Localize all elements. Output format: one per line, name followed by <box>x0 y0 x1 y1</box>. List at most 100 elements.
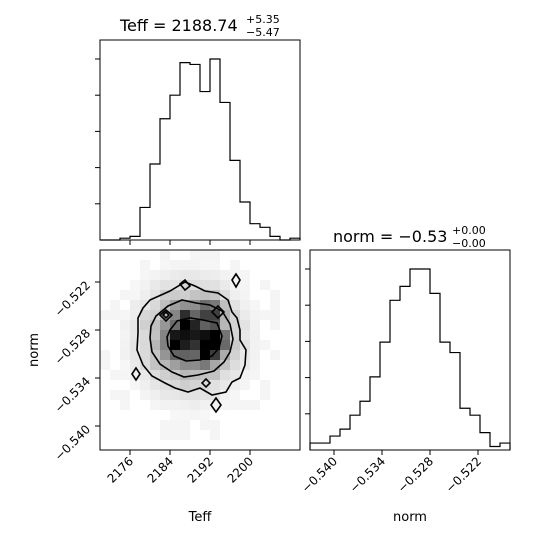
density-cell <box>230 370 240 380</box>
density-cell <box>170 270 180 280</box>
density-cell <box>110 310 120 320</box>
density-cell <box>150 380 160 390</box>
density-cell <box>230 340 240 350</box>
contour-island-left-inner <box>161 310 171 320</box>
density-cell <box>250 350 260 360</box>
teff-histogram-steps <box>100 58 301 241</box>
density-cell <box>170 320 180 330</box>
density-cell <box>210 320 220 330</box>
density-cell <box>180 350 190 360</box>
density-cell <box>120 360 130 370</box>
density-cell <box>210 350 220 360</box>
density-cell <box>240 380 250 390</box>
density-cell <box>180 390 190 400</box>
density-cell <box>130 300 140 310</box>
density-cell <box>120 370 130 380</box>
density-cell <box>140 280 150 290</box>
density-cell <box>230 380 240 390</box>
density-cell <box>150 390 160 400</box>
density-cell <box>160 260 170 270</box>
x-axis-label-teff: Teff <box>188 510 213 525</box>
teff-title: Teff = 2188.74 <box>119 16 238 35</box>
density-cell <box>140 360 150 370</box>
density-cell <box>120 290 130 300</box>
density-cell <box>160 310 170 320</box>
teff-histogram-panel <box>95 39 301 245</box>
density-cell <box>140 330 150 340</box>
density-cell <box>150 400 160 410</box>
density-cell <box>180 310 190 320</box>
density-cell <box>160 270 170 280</box>
density-cell <box>150 350 160 360</box>
density-cell <box>100 350 110 360</box>
density-cell <box>180 400 190 410</box>
teff-x-tick-label: 2200 <box>225 454 256 485</box>
density-cell <box>190 360 200 370</box>
density-cell <box>130 310 140 320</box>
density-cell <box>180 280 190 290</box>
density-cell <box>150 370 160 380</box>
density-cell <box>230 350 240 360</box>
density-cell <box>140 340 150 350</box>
density-cell <box>160 250 170 260</box>
density-cell <box>140 290 150 300</box>
density-cell <box>150 280 160 290</box>
density-cell <box>250 340 260 350</box>
density-cell <box>180 360 190 370</box>
density-cell <box>190 320 200 330</box>
density-cell <box>190 280 200 290</box>
density-cell <box>250 310 260 320</box>
density-cell <box>170 390 180 400</box>
density-cell <box>270 300 280 310</box>
density-cell <box>220 370 230 380</box>
density-cell <box>170 400 180 410</box>
density-cell <box>230 290 240 300</box>
density-cell <box>120 390 130 400</box>
density-cell <box>200 260 210 270</box>
density-cell <box>170 340 180 350</box>
density-cell <box>180 370 190 380</box>
density-cell <box>200 420 210 430</box>
density-cell <box>190 260 200 270</box>
density-cell <box>120 340 130 350</box>
density-cell <box>160 430 170 440</box>
density-cell <box>170 380 180 390</box>
density-cell <box>250 360 260 370</box>
density-cell <box>200 370 210 380</box>
density-cell <box>200 350 210 360</box>
density-cell <box>220 320 230 330</box>
density-cell <box>170 280 180 290</box>
density-cell <box>240 340 250 350</box>
density-cell <box>150 320 160 330</box>
teff-histogram-frame <box>99 39 301 241</box>
density-cell <box>210 370 220 380</box>
density-cell <box>220 330 230 340</box>
density-cell <box>110 390 120 400</box>
density-cell <box>210 290 220 300</box>
density-cell <box>270 350 280 360</box>
density-cell <box>200 320 210 330</box>
density-cell <box>180 320 190 330</box>
density-cell <box>160 290 170 300</box>
density-cell <box>180 420 190 430</box>
density-cell <box>130 380 140 390</box>
density-cell <box>210 280 220 290</box>
density-cell <box>140 380 150 390</box>
density-cell <box>250 400 260 410</box>
density-cell <box>140 390 150 400</box>
density-cell <box>260 390 270 400</box>
density-cell <box>160 280 170 290</box>
density-cell <box>200 280 210 290</box>
density-cell <box>200 310 210 320</box>
density-cell <box>250 370 260 380</box>
density-cell <box>150 330 160 340</box>
density-cell <box>200 290 210 300</box>
norm-y-tick-label: −0.534 <box>52 374 93 415</box>
density-cell <box>120 320 130 330</box>
density-cell <box>180 410 190 420</box>
density-cell <box>190 340 200 350</box>
density-cell <box>110 300 120 310</box>
density-cell <box>140 350 150 360</box>
density-cell <box>170 310 180 320</box>
norm-y-tick-label: −0.522 <box>52 278 93 319</box>
